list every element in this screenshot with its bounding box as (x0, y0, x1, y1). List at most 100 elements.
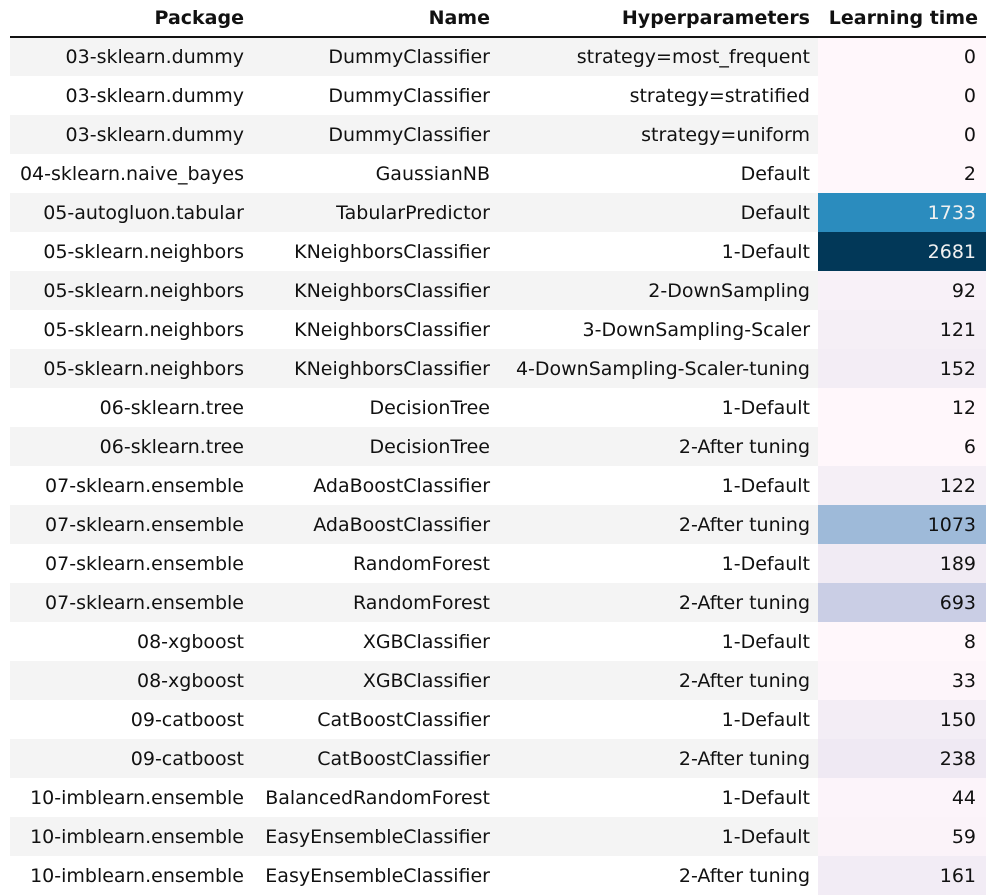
hyperparameters-cell: 2-DownSampling (498, 271, 818, 310)
table-row: 09-catboost CatBoostClassifier 1-Default 15… (10, 700, 986, 739)
table-row: 03-sklearn.dummy DummyClassifier strategy=… (10, 115, 986, 154)
name-cell: KNeighborsClassifier (252, 310, 498, 349)
table-row: 04-sklearn.naive_bayes GaussianNB Default 2 (10, 154, 986, 193)
table-row: 06-sklearn.tree DecisionTree 2-After tunin… (10, 427, 986, 466)
package-cell: 03-sklearn.dummy (10, 115, 252, 154)
package-cell: 08-xgboost (10, 622, 252, 661)
package-cell: 06-sklearn.tree (10, 427, 252, 466)
hyperparameters-cell: 1-Default (498, 700, 818, 739)
hyperparameters-cell: 1-Default (498, 817, 818, 856)
table-row: 05-sklearn.neighbors KNeighborsClassifier… (10, 271, 986, 310)
column-header-hyperparameters[interactable]: Hyperparameters (498, 0, 818, 38)
package-cell: 05-sklearn.neighbors (10, 310, 252, 349)
table-row: 09-catboost CatBoostClassifier 2-After tun… (10, 739, 986, 778)
learning-time-cell: 6 (818, 427, 986, 466)
hyperparameters-cell: strategy=most_frequent (498, 37, 818, 76)
learning-time-cell: 150 (818, 700, 986, 739)
learning-time-cell: 0 (818, 37, 986, 76)
learning-time-cell: 161 (818, 856, 986, 895)
hyperparameters-cell: Default (498, 154, 818, 193)
package-cell: 07-sklearn.ensemble (10, 583, 252, 622)
hyperparameters-cell: 2-After tuning (498, 661, 818, 700)
learning-time-cell: 33 (818, 661, 986, 700)
name-cell: DummyClassifier (252, 115, 498, 154)
hyperparameters-cell: 2-After tuning (498, 505, 818, 544)
learning-time-table: Package Name Hyperparameters Learning ti… (10, 0, 986, 895)
table-row: 05-sklearn.neighbors KNeighborsClassifier… (10, 349, 986, 388)
name-cell: XGBClassifier (252, 661, 498, 700)
name-cell: CatBoostClassifier (252, 739, 498, 778)
hyperparameters-cell: strategy=uniform (498, 115, 818, 154)
learning-time-cell: 12 (818, 388, 986, 427)
package-cell: 08-xgboost (10, 661, 252, 700)
name-cell: DecisionTree (252, 388, 498, 427)
table-header: Package Name Hyperparameters Learning ti… (10, 0, 986, 38)
package-cell: 09-catboost (10, 739, 252, 778)
learning-time-cell: 189 (818, 544, 986, 583)
hyperparameters-cell: 2-After tuning (498, 739, 818, 778)
table-row: 06-sklearn.tree DecisionTree 1-Default 12 (10, 388, 986, 427)
package-cell: 07-sklearn.ensemble (10, 505, 252, 544)
name-cell: KNeighborsClassifier (252, 349, 498, 388)
learning-time-cell: 122 (818, 466, 986, 505)
header-row: Package Name Hyperparameters Learning ti… (10, 0, 986, 38)
hyperparameters-cell: 1-Default (498, 388, 818, 427)
table-row: 05-sklearn.neighbors KNeighborsClassifier… (10, 310, 986, 349)
results-table-container: Package Name Hyperparameters Learning ti… (10, 0, 986, 895)
package-cell: 06-sklearn.tree (10, 388, 252, 427)
package-cell: 05-sklearn.neighbors (10, 271, 252, 310)
hyperparameters-cell: strategy=stratified (498, 76, 818, 115)
learning-time-cell: 152 (818, 349, 986, 388)
table-row: 10-imblearn.ensemble BalancedRandomForest… (10, 778, 986, 817)
name-cell: RandomForest (252, 583, 498, 622)
table-row: 08-xgboost XGBClassifier 2-After tuning 33 (10, 661, 986, 700)
hyperparameters-cell: Default (498, 193, 818, 232)
package-cell: 05-sklearn.neighbors (10, 349, 252, 388)
learning-time-cell: 0 (818, 115, 986, 154)
learning-time-cell: 59 (818, 817, 986, 856)
table-body: 03-sklearn.dummy DummyClassifier strategy=… (10, 37, 986, 895)
package-cell: 10-imblearn.ensemble (10, 817, 252, 856)
name-cell: KNeighborsClassifier (252, 232, 498, 271)
learning-time-cell: 1073 (818, 505, 986, 544)
package-cell: 10-imblearn.ensemble (10, 778, 252, 817)
learning-time-cell: 92 (818, 271, 986, 310)
learning-time-cell: 0 (818, 76, 986, 115)
learning-time-cell: 44 (818, 778, 986, 817)
table-row: 07-sklearn.ensemble RandomForest 1-Default… (10, 544, 986, 583)
hyperparameters-cell: 1-Default (498, 622, 818, 661)
package-cell: 03-sklearn.dummy (10, 76, 252, 115)
name-cell: EasyEnsembleClassifier (252, 817, 498, 856)
package-cell: 10-imblearn.ensemble (10, 856, 252, 895)
table-row: 03-sklearn.dummy DummyClassifier strategy=… (10, 37, 986, 76)
column-header-name[interactable]: Name (252, 0, 498, 38)
package-cell: 04-sklearn.naive_bayes (10, 154, 252, 193)
learning-time-cell: 238 (818, 739, 986, 778)
name-cell: DummyClassifier (252, 76, 498, 115)
table-row: 10-imblearn.ensemble EasyEnsembleClassifi… (10, 817, 986, 856)
table-row: 03-sklearn.dummy DummyClassifier strategy=… (10, 76, 986, 115)
table-row: 05-autogluon.tabular TabularPredictor Defa… (10, 193, 986, 232)
column-header-learning-time[interactable]: Learning time (818, 0, 986, 38)
learning-time-cell: 121 (818, 310, 986, 349)
package-cell: 03-sklearn.dummy (10, 37, 252, 76)
name-cell: TabularPredictor (252, 193, 498, 232)
name-cell: CatBoostClassifier (252, 700, 498, 739)
name-cell: DecisionTree (252, 427, 498, 466)
name-cell: KNeighborsClassifier (252, 271, 498, 310)
column-header-package[interactable]: Package (10, 0, 252, 38)
name-cell: EasyEnsembleClassifier (252, 856, 498, 895)
name-cell: RandomForest (252, 544, 498, 583)
name-cell: AdaBoostClassifier (252, 505, 498, 544)
table-row: 08-xgboost XGBClassifier 1-Default 8 (10, 622, 986, 661)
learning-time-cell: 1733 (818, 193, 986, 232)
package-cell: 07-sklearn.ensemble (10, 544, 252, 583)
hyperparameters-cell: 1-Default (498, 778, 818, 817)
package-cell: 09-catboost (10, 700, 252, 739)
name-cell: AdaBoostClassifier (252, 466, 498, 505)
hyperparameters-cell: 3-DownSampling-Scaler (498, 310, 818, 349)
hyperparameters-cell: 1-Default (498, 466, 818, 505)
hyperparameters-cell: 1-Default (498, 232, 818, 271)
hyperparameters-cell: 2-After tuning (498, 427, 818, 466)
table-row: 07-sklearn.ensemble AdaBoostClassifier 1-D… (10, 466, 986, 505)
